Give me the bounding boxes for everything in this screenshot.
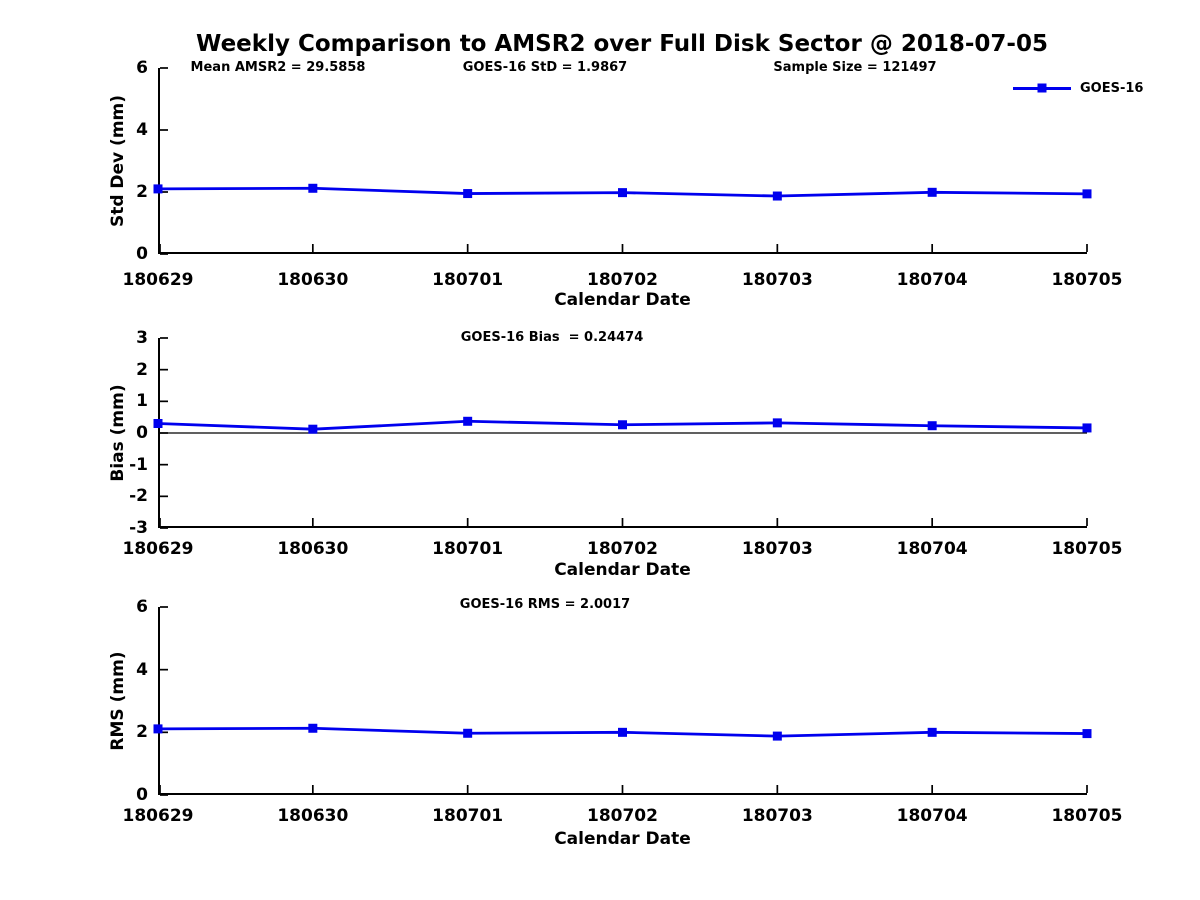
x-tick-label: 180703: [741, 539, 813, 559]
y-axis-ticks-stddev: 6 4 2 0: [98, 58, 148, 264]
x-tick-label: 180703: [741, 270, 813, 290]
legend-label: GOES-16: [1080, 80, 1144, 96]
x-tick-label: 180629: [122, 270, 194, 290]
y-tick-label: 6: [136, 597, 148, 617]
page-title: Weekly Comparison to AMSR2 over Full Dis…: [196, 31, 1048, 57]
y-tick-label: 2: [136, 182, 148, 202]
x-tick-label: 180630: [277, 806, 349, 826]
y-tick-label: -2: [129, 486, 148, 507]
stat-mean-amsr2: Mean AMSR2 = 29.5858: [190, 60, 366, 75]
legend-line-swatch: [1013, 83, 1071, 93]
y-axis-ticks-rms: 6 4 2 0: [98, 597, 148, 805]
y-tick-label: 4: [136, 120, 148, 140]
x-axis-title-bias: Calendar Date: [554, 560, 691, 580]
y-axis-ticks-bias: 3 2 1 0 -1 -2 -3: [98, 328, 148, 538]
x-tick-label: 180703: [741, 806, 813, 826]
y-tick-label: 1: [136, 391, 148, 412]
x-tick-label: 180630: [277, 539, 349, 559]
stat-goes-bias: GOES-16 Bias = 0.24474: [460, 330, 644, 345]
x-axis-ticks-bias: 180629 180630 180701 180702 180703 18070…: [103, 539, 1142, 559]
x-tick-label: 180630: [277, 270, 349, 290]
stat-goes-std: GOES-16 StD = 1.9867: [462, 60, 628, 75]
x-tick-label: 180701: [432, 270, 504, 290]
x-tick-label: 180701: [432, 539, 504, 559]
x-tick-label: 180704: [896, 806, 968, 826]
y-tick-label: 3: [136, 328, 148, 348]
x-tick-label: 180701: [432, 806, 504, 826]
legend: GOES-16: [1013, 80, 1143, 96]
x-tick-label: 180704: [896, 539, 968, 559]
y-tick-label: 6: [136, 58, 148, 78]
x-tick-label: 180705: [1051, 539, 1123, 559]
chart-svg-stddev: [153, 67, 1092, 255]
y-tick-label: 2: [136, 359, 148, 380]
x-tick-label: 180705: [1051, 270, 1123, 290]
y-tick-label: -3: [129, 517, 148, 538]
x-tick-label: 180629: [122, 539, 194, 559]
y-tick-label: -1: [129, 454, 148, 475]
y-tick-label: 2: [136, 722, 148, 743]
x-axis-ticks-rms: 180629 180630 180701 180702 180703 18070…: [103, 806, 1142, 826]
chart-svg-bias: [153, 337, 1092, 529]
y-tick-label: 0: [136, 422, 148, 443]
stat-sample-size: Sample Size = 121497: [773, 60, 937, 75]
x-axis-title-stddev: Calendar Date: [554, 290, 691, 310]
chart-svg-rms: [153, 606, 1092, 796]
stat-goes-rms: GOES-16 RMS = 2.0017: [459, 597, 631, 612]
x-tick-label: 180629: [122, 806, 194, 826]
y-tick-label: 4: [136, 659, 148, 680]
x-axis-ticks-stddev: 180629 180630 180701 180702 180703 18070…: [103, 270, 1142, 290]
x-tick-label: 180702: [586, 539, 658, 559]
x-axis-title-rms: Calendar Date: [554, 829, 691, 849]
x-tick-label: 180702: [586, 270, 658, 290]
legend-square-marker-icon: [1037, 83, 1047, 93]
x-tick-label: 180704: [896, 270, 968, 290]
y-tick-label: 0: [136, 784, 148, 805]
y-tick-label: 0: [136, 244, 148, 264]
x-tick-label: 180705: [1051, 806, 1123, 826]
x-tick-label: 180702: [586, 806, 658, 826]
